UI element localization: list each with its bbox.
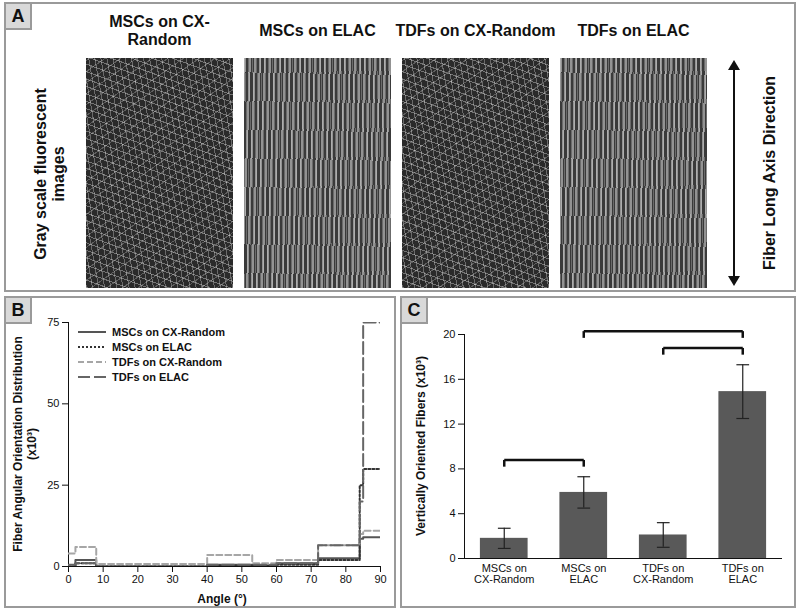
svg-text:0: 0 (65, 573, 71, 585)
svg-text:MSCs onELAC: MSCs onELAC (561, 562, 606, 585)
svg-text:50: 50 (236, 573, 248, 585)
svg-text:50: 50 (47, 397, 59, 409)
svg-text:20: 20 (443, 328, 455, 340)
svg-text:4: 4 (449, 507, 455, 519)
html-text:Angle (°): Angle (°) (197, 592, 247, 606)
svg-text:25: 25 (47, 479, 59, 491)
svg-text:8: 8 (449, 462, 455, 474)
svg-text:16: 16 (443, 373, 455, 385)
html-text:Fiber Long Axis Direction: Fiber Long Axis Direction (760, 76, 778, 270)
svg-text:MSCs on CX-Random: MSCs on CX-Random (112, 326, 225, 338)
svg-text:20: 20 (132, 573, 144, 585)
html-text:MSCs on ELAC: MSCs on ELAC (259, 21, 376, 39)
html-text:Fiber Angular Orientation Dist: Fiber Angular Orientation Distribution (… (11, 336, 39, 552)
svg-text:30: 30 (166, 573, 178, 585)
svg-text:40: 40 (201, 573, 213, 585)
html-text:Vertically Oriented Fibers (x1: Vertically Oriented Fibers (x10³) (414, 356, 429, 536)
svg-text:TDFs onCX-Random: TDFs onCX-Random (633, 562, 694, 585)
svg-text:80: 80 (340, 573, 352, 585)
svg-text:12: 12 (443, 418, 455, 430)
html-text:C: C (407, 299, 421, 320)
html-text:B: B (11, 299, 25, 320)
svg-text:0: 0 (53, 560, 59, 572)
svg-text:MSCs on ELAC: MSCs on ELAC (112, 341, 192, 353)
svg-text:70: 70 (305, 573, 317, 585)
html-text:TDFs on CX-Random: TDFs on CX-Random (395, 21, 556, 39)
html-text:Gray scale fluorescent images: Gray scale fluorescent images (31, 88, 67, 260)
svg-text:0: 0 (449, 552, 455, 564)
svg-text:75: 75 (47, 316, 59, 328)
svg-text:TDFs on ELAC: TDFs on ELAC (112, 371, 189, 383)
svg-text:TDFs on CX-Random: TDFs on CX-Random (112, 356, 222, 368)
svg-text:90: 90 (374, 573, 386, 585)
svg-text:10: 10 (97, 573, 109, 585)
html-text:MSCs on CX-Random: MSCs on CX-Random (109, 12, 210, 48)
svg-text:MSCs onCX-Random: MSCs onCX-Random (474, 562, 535, 585)
svg-text:TDFs onELAC: TDFs onELAC (722, 562, 764, 585)
html-text:TDFs on ELAC: TDFs on ELAC (577, 21, 690, 39)
html-text:A: A (11, 5, 25, 26)
svg-text:60: 60 (270, 573, 282, 585)
